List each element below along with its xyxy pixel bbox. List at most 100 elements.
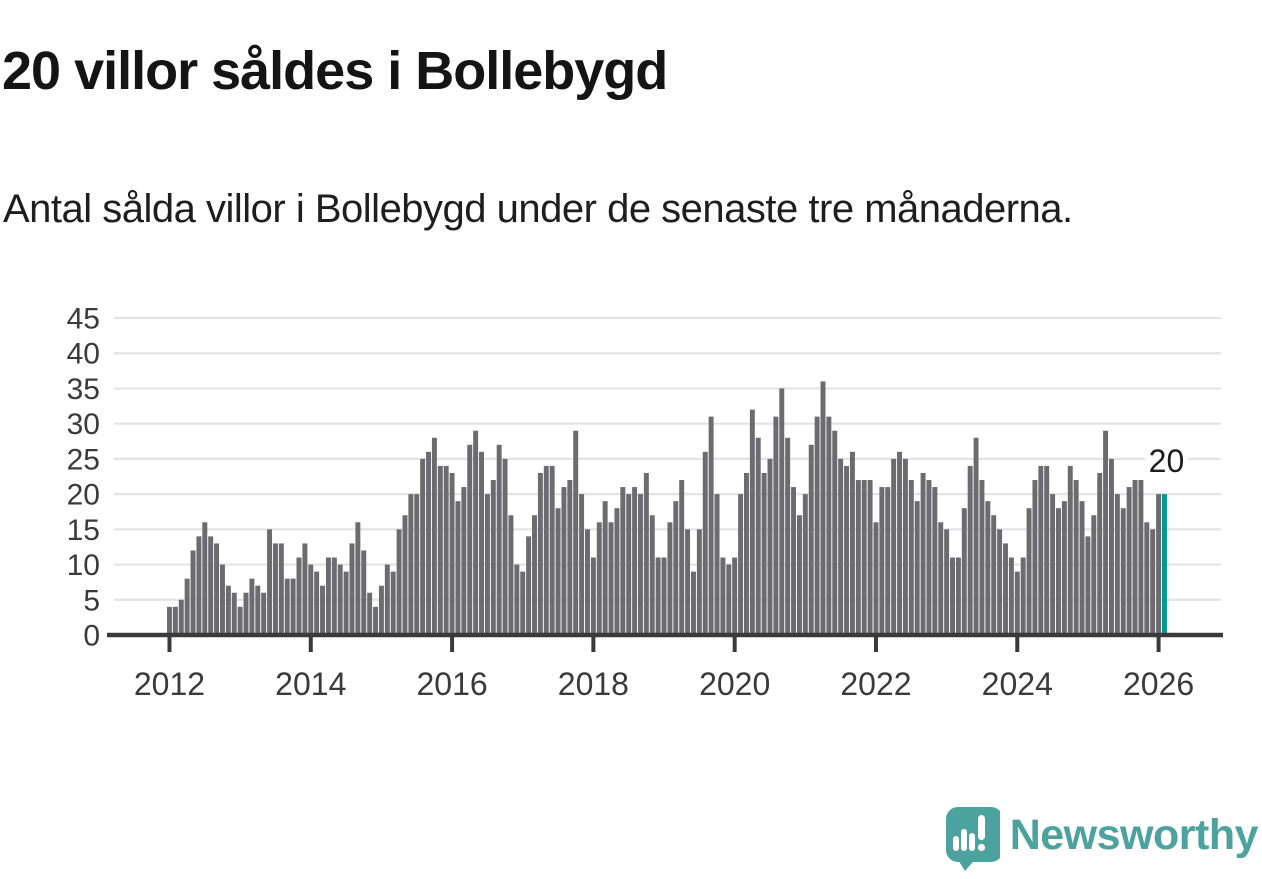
bar bbox=[355, 522, 361, 635]
bar bbox=[879, 487, 885, 635]
bar bbox=[1126, 487, 1132, 635]
bar bbox=[891, 458, 897, 635]
bar bbox=[979, 480, 985, 635]
bar bbox=[802, 494, 808, 635]
speech-bubble-tail bbox=[954, 855, 979, 871]
bar bbox=[349, 543, 355, 635]
bar bbox=[508, 515, 514, 635]
bar bbox=[938, 522, 944, 635]
bar bbox=[579, 494, 585, 635]
bar bbox=[608, 522, 614, 635]
bar bbox=[1032, 480, 1038, 635]
y-axis-label: 35 bbox=[67, 373, 100, 406]
bar bbox=[537, 472, 543, 635]
x-axis-label: 2012 bbox=[134, 666, 205, 702]
bar bbox=[561, 487, 567, 635]
bar bbox=[455, 501, 461, 635]
bar bbox=[973, 437, 979, 635]
bar bbox=[950, 557, 955, 635]
bar bbox=[325, 557, 331, 635]
bar bbox=[908, 480, 914, 635]
y-axis-label: 0 bbox=[83, 620, 100, 653]
bar bbox=[1050, 494, 1056, 635]
bar bbox=[1061, 501, 1067, 635]
x-axis-label: 2022 bbox=[840, 666, 911, 702]
bar bbox=[985, 501, 991, 635]
bar bbox=[626, 494, 632, 635]
bar bbox=[920, 472, 926, 635]
bar bbox=[814, 416, 820, 635]
bar bbox=[638, 494, 643, 635]
bar bbox=[914, 501, 920, 635]
bar bbox=[431, 437, 437, 635]
mini-bar-2 bbox=[960, 829, 967, 851]
bar bbox=[414, 494, 420, 635]
y-axis-label: 45 bbox=[67, 303, 100, 336]
bar bbox=[331, 557, 337, 635]
mini-bar-1 bbox=[952, 836, 959, 851]
bar bbox=[755, 437, 761, 635]
bar bbox=[667, 522, 673, 635]
x-axis-label: 2024 bbox=[982, 666, 1053, 702]
bar bbox=[590, 557, 596, 635]
bar bbox=[284, 578, 290, 635]
bar bbox=[567, 480, 573, 635]
bar bbox=[1026, 508, 1032, 635]
bar bbox=[749, 409, 755, 635]
x-axis-label: 2026 bbox=[1123, 666, 1194, 702]
bar bbox=[243, 592, 249, 635]
bar bbox=[231, 592, 237, 635]
mini-bar-3 bbox=[968, 833, 975, 851]
page-title: 20 villor såldes i Bollebygd bbox=[2, 41, 668, 102]
bar bbox=[614, 508, 620, 635]
bar bbox=[526, 536, 532, 635]
bar bbox=[838, 458, 844, 635]
bar bbox=[773, 416, 779, 635]
exclamation-stroke bbox=[977, 815, 985, 840]
bar bbox=[343, 571, 349, 635]
bar bbox=[944, 529, 950, 635]
bar bbox=[384, 564, 390, 635]
bar bbox=[1085, 536, 1091, 635]
bar bbox=[426, 451, 431, 635]
bar bbox=[373, 606, 379, 635]
bar bbox=[632, 487, 638, 635]
bar bbox=[1132, 480, 1138, 635]
y-axis-label: 10 bbox=[67, 549, 100, 582]
bar bbox=[219, 564, 225, 635]
bar bbox=[208, 536, 214, 635]
bar bbox=[796, 515, 802, 635]
bar bbox=[808, 444, 814, 635]
bar bbox=[967, 465, 973, 635]
bar bbox=[467, 444, 473, 635]
bar bbox=[1103, 430, 1109, 635]
bar bbox=[267, 529, 273, 635]
bar bbox=[296, 557, 302, 635]
bar bbox=[314, 571, 320, 635]
bar bbox=[555, 508, 561, 635]
bar bbox=[396, 529, 402, 635]
bar bbox=[290, 578, 296, 635]
bar bbox=[320, 585, 326, 635]
bar bbox=[955, 557, 961, 635]
y-axis-label: 40 bbox=[67, 338, 100, 371]
bar bbox=[902, 458, 908, 635]
bar bbox=[732, 557, 738, 635]
bar bbox=[549, 465, 555, 635]
bar bbox=[867, 480, 873, 635]
bar bbox=[743, 472, 749, 635]
bar bbox=[690, 571, 696, 635]
bar bbox=[1097, 472, 1103, 635]
bar bbox=[849, 451, 855, 635]
bar bbox=[378, 585, 384, 635]
bar bbox=[861, 480, 867, 635]
bar bbox=[272, 543, 278, 635]
bar bbox=[520, 571, 526, 635]
bar bbox=[1014, 571, 1020, 635]
bar bbox=[484, 494, 490, 635]
bar bbox=[679, 480, 685, 635]
bar bbox=[661, 557, 667, 635]
bar bbox=[738, 494, 744, 635]
bar bbox=[602, 501, 608, 635]
